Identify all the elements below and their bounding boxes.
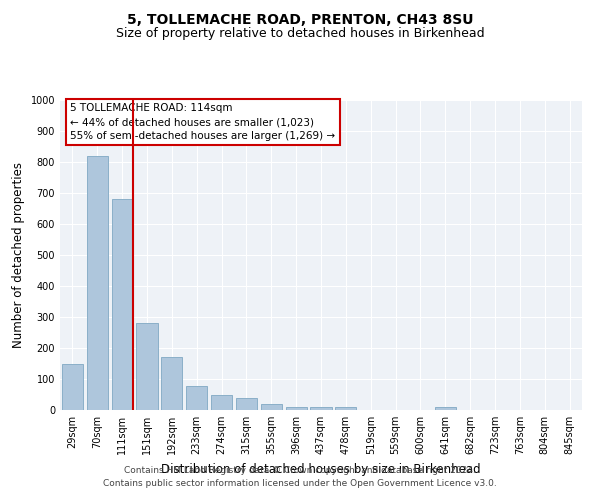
- Text: 5 TOLLEMACHE ROAD: 114sqm
← 44% of detached houses are smaller (1,023)
55% of se: 5 TOLLEMACHE ROAD: 114sqm ← 44% of detac…: [70, 103, 335, 141]
- Bar: [136, 323, 158, 410]
- Bar: [161, 356, 182, 410]
- Bar: [435, 407, 456, 410]
- Bar: [261, 404, 282, 410]
- X-axis label: Distribution of detached houses by size in Birkenhead: Distribution of detached houses by size …: [161, 462, 481, 475]
- Bar: [310, 407, 332, 410]
- Bar: [62, 364, 83, 410]
- Bar: [87, 156, 108, 410]
- Text: Contains HM Land Registry data © Crown copyright and database right 2024.
Contai: Contains HM Land Registry data © Crown c…: [103, 466, 497, 487]
- Bar: [211, 394, 232, 410]
- Bar: [286, 406, 307, 410]
- Y-axis label: Number of detached properties: Number of detached properties: [12, 162, 25, 348]
- Text: Size of property relative to detached houses in Birkenhead: Size of property relative to detached ho…: [116, 28, 484, 40]
- Bar: [236, 398, 257, 410]
- Bar: [112, 199, 133, 410]
- Bar: [186, 386, 207, 410]
- Text: 5, TOLLEMACHE ROAD, PRENTON, CH43 8SU: 5, TOLLEMACHE ROAD, PRENTON, CH43 8SU: [127, 12, 473, 26]
- Bar: [335, 407, 356, 410]
